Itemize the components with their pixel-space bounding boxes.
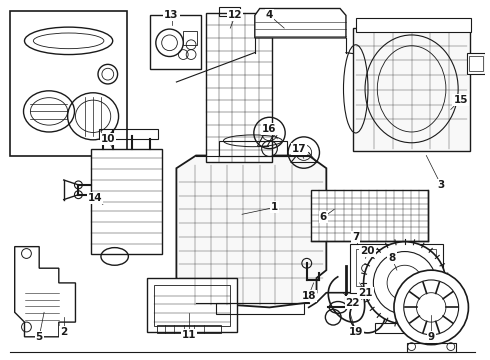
Bar <box>154 285 230 326</box>
Text: 3: 3 <box>438 180 444 190</box>
Text: 2: 2 <box>60 327 67 337</box>
Bar <box>350 244 443 293</box>
Bar <box>369 270 389 282</box>
Text: 13: 13 <box>164 10 179 21</box>
Bar <box>407 343 456 352</box>
Bar <box>467 53 485 74</box>
Bar <box>356 249 436 286</box>
Bar <box>219 6 240 16</box>
Text: 9: 9 <box>428 332 435 342</box>
Bar <box>353 28 470 150</box>
Text: 22: 22 <box>345 297 360 307</box>
Text: 7: 7 <box>352 232 360 242</box>
Text: 8: 8 <box>389 253 395 264</box>
Bar <box>375 323 434 333</box>
Bar <box>157 325 220 333</box>
Bar <box>99 129 158 139</box>
Bar <box>469 55 483 71</box>
Text: 21: 21 <box>358 288 373 298</box>
Text: 20: 20 <box>360 246 375 256</box>
Text: 11: 11 <box>182 330 196 340</box>
Bar <box>10 12 127 157</box>
Bar <box>147 278 237 332</box>
Bar <box>91 149 162 255</box>
Bar <box>366 266 393 286</box>
Bar <box>206 13 272 162</box>
Text: 5: 5 <box>36 332 43 342</box>
Bar <box>219 141 287 157</box>
Text: 19: 19 <box>348 327 363 337</box>
Text: 6: 6 <box>320 212 327 222</box>
Text: 15: 15 <box>453 95 468 105</box>
Polygon shape <box>15 247 75 337</box>
Text: 10: 10 <box>100 134 115 144</box>
Bar <box>216 302 304 314</box>
Text: 4: 4 <box>266 10 273 21</box>
Polygon shape <box>176 156 326 307</box>
Text: 16: 16 <box>262 124 277 134</box>
Text: 17: 17 <box>292 144 306 154</box>
Circle shape <box>364 242 446 324</box>
Bar <box>356 18 471 32</box>
Circle shape <box>394 270 468 345</box>
Text: 18: 18 <box>301 291 316 301</box>
Bar <box>311 190 428 241</box>
Bar <box>183 31 197 45</box>
Text: 12: 12 <box>228 10 243 21</box>
Bar <box>150 15 201 69</box>
Polygon shape <box>255 9 346 38</box>
Text: 1: 1 <box>271 202 278 212</box>
Text: 14: 14 <box>88 193 102 203</box>
